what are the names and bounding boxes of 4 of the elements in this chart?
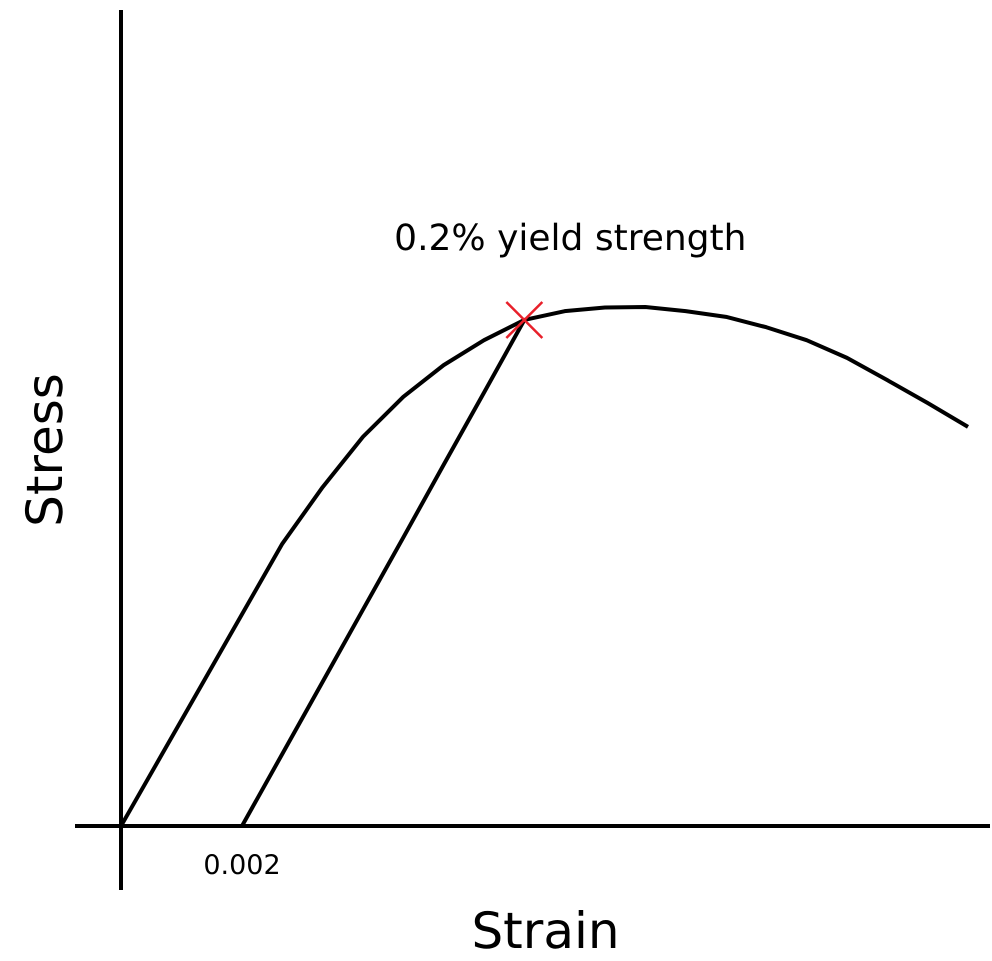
x-axis-title: Strain [471,902,620,960]
text: 0.002 [203,850,281,881]
text: 0.2% yield strength [394,218,746,259]
y-axis-title: Stress [16,373,74,527]
